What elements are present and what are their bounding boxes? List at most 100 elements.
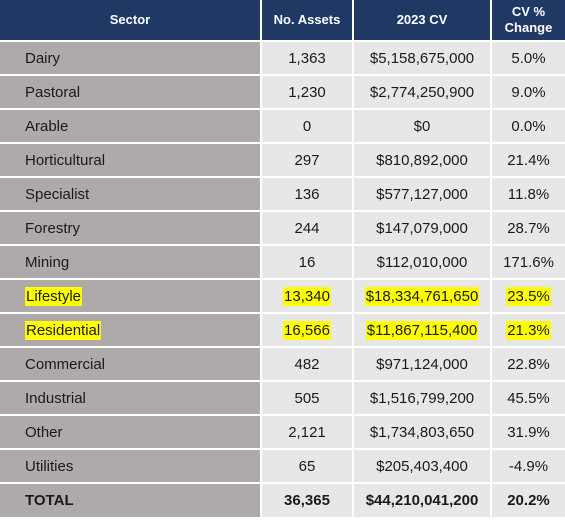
cell-sector-text: Dairy xyxy=(25,49,61,67)
cell-assets: 2,121 xyxy=(262,416,354,450)
cell-assets-text: 13,340 xyxy=(283,286,331,306)
cell-sector-text: Residential xyxy=(25,320,102,340)
cell-sector: Industrial xyxy=(0,382,262,416)
cell-cv: $11,867,115,400 xyxy=(354,314,492,348)
table-row: Utilities 65 $205,403,400 -4.9% xyxy=(0,450,565,484)
cell-change: 21.4% xyxy=(492,144,565,178)
cell-change: 11.8% xyxy=(492,178,565,212)
cell-change: 5.0% xyxy=(492,42,565,76)
cell-assets: 244 xyxy=(262,212,354,246)
cell-cv-text: $2,774,250,900 xyxy=(369,83,475,101)
cell-sector-text: Specialist xyxy=(25,185,90,203)
cell-cv: $0 xyxy=(354,110,492,144)
cell-assets-text: 297 xyxy=(294,151,320,169)
header-cv: 2023 CV xyxy=(354,0,492,42)
cell-sector-text: Mining xyxy=(25,253,70,271)
cell-assets: 1,363 xyxy=(262,42,354,76)
cell-cv: $5,158,675,000 xyxy=(354,42,492,76)
table-row: Industrial 505 $1,516,799,200 45.5% xyxy=(0,382,565,416)
cell-assets: 136 xyxy=(262,178,354,212)
cell-cv-text: $147,079,000 xyxy=(376,219,468,237)
cell-cv: $147,079,000 xyxy=(354,212,492,246)
cell-cv-text: $810,892,000 xyxy=(376,151,468,169)
cell-cv: $1,516,799,200 xyxy=(354,382,492,416)
cell-change-text: 21.3% xyxy=(506,320,551,340)
table-row: Arable 0 $0 0.0% xyxy=(0,110,565,144)
cell-cv: $1,734,803,650 xyxy=(354,416,492,450)
cell-assets-text: 0 xyxy=(302,117,312,135)
cell-assets-text: 1,230 xyxy=(288,83,326,101)
total-sector: TOTAL xyxy=(0,484,262,517)
cell-cv-text: $577,127,000 xyxy=(376,185,468,203)
table-row: Pastoral 1,230 $2,774,250,900 9.0% xyxy=(0,76,565,110)
cell-sector-text: Pastoral xyxy=(25,83,81,101)
cell-change-text: 9.0% xyxy=(511,83,546,101)
cell-sector-text: Lifestyle xyxy=(25,286,83,306)
cell-cv-text: $971,124,000 xyxy=(376,355,468,373)
header-sector: Sector xyxy=(0,0,262,42)
cell-cv-text: $0 xyxy=(413,117,431,135)
header-change-line2: Change xyxy=(504,20,553,35)
table-header: Sector No. Assets 2023 CV CV % Change xyxy=(0,0,565,42)
cell-change-text: 23.5% xyxy=(506,286,551,306)
header-row: Sector No. Assets 2023 CV CV % Change xyxy=(0,0,565,42)
cell-assets-text: 505 xyxy=(294,389,320,407)
cell-assets-text: 482 xyxy=(294,355,320,373)
table-body: Dairy 1,363 $5,158,675,000 5.0% Pastoral 1,23… xyxy=(0,42,565,484)
cell-change: 23.5% xyxy=(492,280,565,314)
cell-sector-text: Horticultural xyxy=(25,151,106,169)
table-footer: TOTAL 36,365 $44,210,041,200 20.2% xyxy=(0,484,565,517)
cell-assets-text: 244 xyxy=(294,219,320,237)
cell-sector-text: Utilities xyxy=(25,457,74,475)
cell-assets-text: 1,363 xyxy=(288,49,326,67)
table-row: Specialist 136 $577,127,000 11.8% xyxy=(0,178,565,212)
cell-assets: 482 xyxy=(262,348,354,382)
cell-cv: $112,010,000 xyxy=(354,246,492,280)
cell-sector: Dairy xyxy=(0,42,262,76)
cell-assets: 16 xyxy=(262,246,354,280)
table-row: Forestry 244 $147,079,000 28.7% xyxy=(0,212,565,246)
cell-change: -4.9% xyxy=(492,450,565,484)
cell-cv-text: $18,334,761,650 xyxy=(364,286,480,306)
cell-assets-text: 136 xyxy=(294,185,320,203)
cell-sector: Arable xyxy=(0,110,262,144)
cell-sector-text: Arable xyxy=(25,117,69,135)
header-assets: No. Assets xyxy=(262,0,354,42)
cell-change-text: 21.4% xyxy=(507,151,550,169)
cell-change: 28.7% xyxy=(492,212,565,246)
cell-assets: 16,566 xyxy=(262,314,354,348)
table-row: Horticultural 297 $810,892,000 21.4% xyxy=(0,144,565,178)
cell-sector: Utilities xyxy=(0,450,262,484)
header-change: CV % Change xyxy=(492,0,565,42)
total-row: TOTAL 36,365 $44,210,041,200 20.2% xyxy=(0,484,565,517)
header-change-line1: CV % xyxy=(511,4,546,19)
cell-assets: 297 xyxy=(262,144,354,178)
cell-change-text: 28.7% xyxy=(507,219,550,237)
table-row: Residential 16,566 $11,867,115,400 21.3% xyxy=(0,314,565,348)
cell-cv: $810,892,000 xyxy=(354,144,492,178)
cell-change: 21.3% xyxy=(492,314,565,348)
table-row: Other 2,121 $1,734,803,650 31.9% xyxy=(0,416,565,450)
cell-change-text: 5.0% xyxy=(511,49,546,67)
cell-cv: $971,124,000 xyxy=(354,348,492,382)
table-row: Lifestyle 13,340 $18,334,761,650 23.5% xyxy=(0,280,565,314)
cell-cv-text: $11,867,115,400 xyxy=(365,320,479,340)
cell-assets-text: 16 xyxy=(298,253,316,271)
cell-sector-text: Forestry xyxy=(25,219,81,237)
cell-change: 0.0% xyxy=(492,110,565,144)
cell-sector-text: Industrial xyxy=(25,389,86,407)
cell-assets: 505 xyxy=(262,382,354,416)
cell-change: 45.5% xyxy=(492,382,565,416)
cell-change-text: 11.8% xyxy=(507,185,550,203)
cell-cv: $577,127,000 xyxy=(354,178,492,212)
cell-assets: 1,230 xyxy=(262,76,354,110)
cell-sector: Forestry xyxy=(0,212,262,246)
cell-change-text: 171.6% xyxy=(503,253,554,271)
cell-cv: $18,334,761,650 xyxy=(354,280,492,314)
cell-change-text: 0.0% xyxy=(511,117,546,135)
table-row: Dairy 1,363 $5,158,675,000 5.0% xyxy=(0,42,565,76)
cell-change: 31.9% xyxy=(492,416,565,450)
cell-cv: $2,774,250,900 xyxy=(354,76,492,110)
cell-sector-text: Commercial xyxy=(25,355,106,373)
cell-sector: Mining xyxy=(0,246,262,280)
